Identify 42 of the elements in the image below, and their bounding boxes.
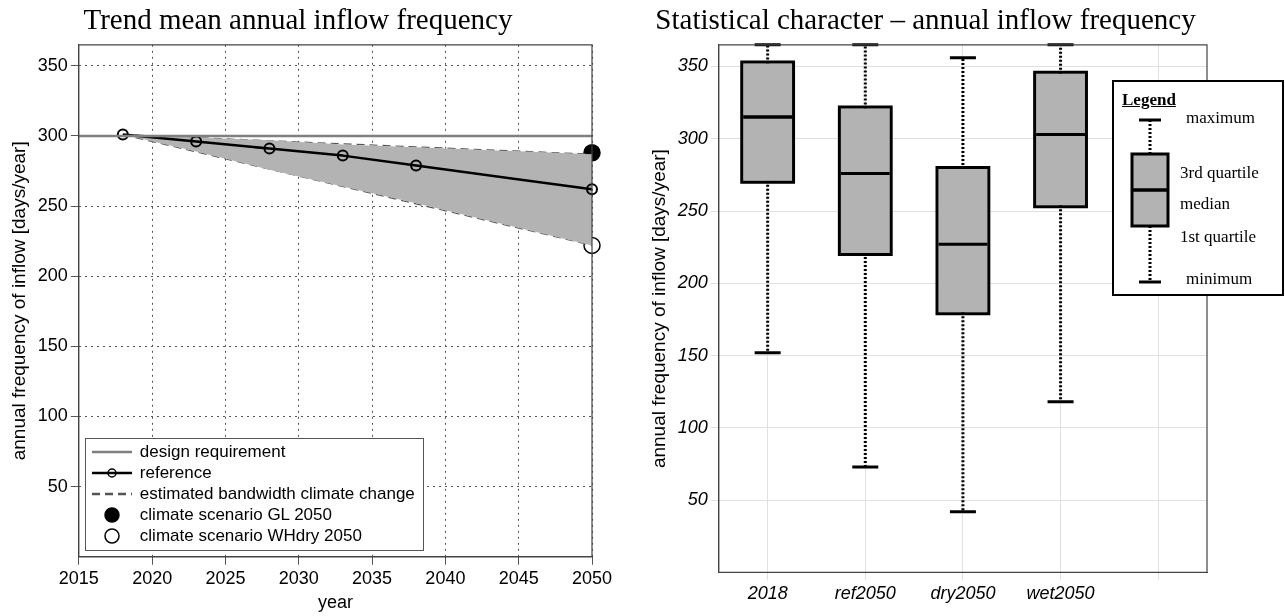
chart-title: Trend mean annual inflow frequency [83,3,513,36]
annotation: 1st quartile [1180,227,1257,247]
legend-label: design requirement [139,442,286,463]
y-axis-title: annual frequency of inflow [days/year] [647,149,669,469]
annotation: median [1180,194,1231,214]
x-tick-label: 2050 [571,567,613,588]
y-tick-label: 350 [677,55,708,76]
x-tick-label: 2018 [746,583,788,604]
y-tick-label: 200 [676,272,708,293]
x-tick-label: 2045 [498,567,539,588]
x-tick-label: ref2050 [834,583,896,604]
chart-title: Statistical character – annual inflow frequency [655,3,1197,36]
y-tick-label: 50 [47,475,68,496]
x-axis-title: year [317,592,353,613]
annotation: minimum [1186,269,1253,289]
x-tick-label: wet2050 [1026,583,1095,604]
y-axis-title: annual frequency of inflow [days/year] [7,141,29,461]
legend-label: reference [139,463,212,484]
y-tick-label: 300 [37,124,68,145]
legend-label: climate scenario WHdry 2050 [139,526,362,547]
y-tick-label: 50 [687,489,708,510]
x-tick-label: 2025 [205,567,246,588]
legend-label: estimated bandwidth climate change [139,484,415,505]
annotation: maximum [1186,108,1255,128]
x-tick-label: 2040 [425,567,466,588]
y-tick-label: 150 [677,344,708,365]
y-tick-label: 350 [37,54,68,75]
x-tick-label: 2035 [352,567,393,588]
x-tick-label: 2030 [278,567,319,588]
legend-label: climate scenario GL 2050 [139,505,332,526]
y-tick-label: 100 [677,416,708,437]
annotation: 3rd quartile [1180,163,1259,183]
y-tick-label: 250 [676,200,708,221]
y-tick-label: 100 [37,405,68,426]
y-tick-label: 150 [37,335,68,356]
x-tick-label: dry2050 [930,583,996,604]
y-tick-label: 250 [37,195,68,216]
x-tick-label: 2020 [132,567,173,588]
y-tick-label: 300 [677,127,708,148]
legend-title: Legend [1122,90,1176,110]
x-tick-label: 2015 [58,567,99,588]
y-tick-label: 200 [37,265,68,286]
